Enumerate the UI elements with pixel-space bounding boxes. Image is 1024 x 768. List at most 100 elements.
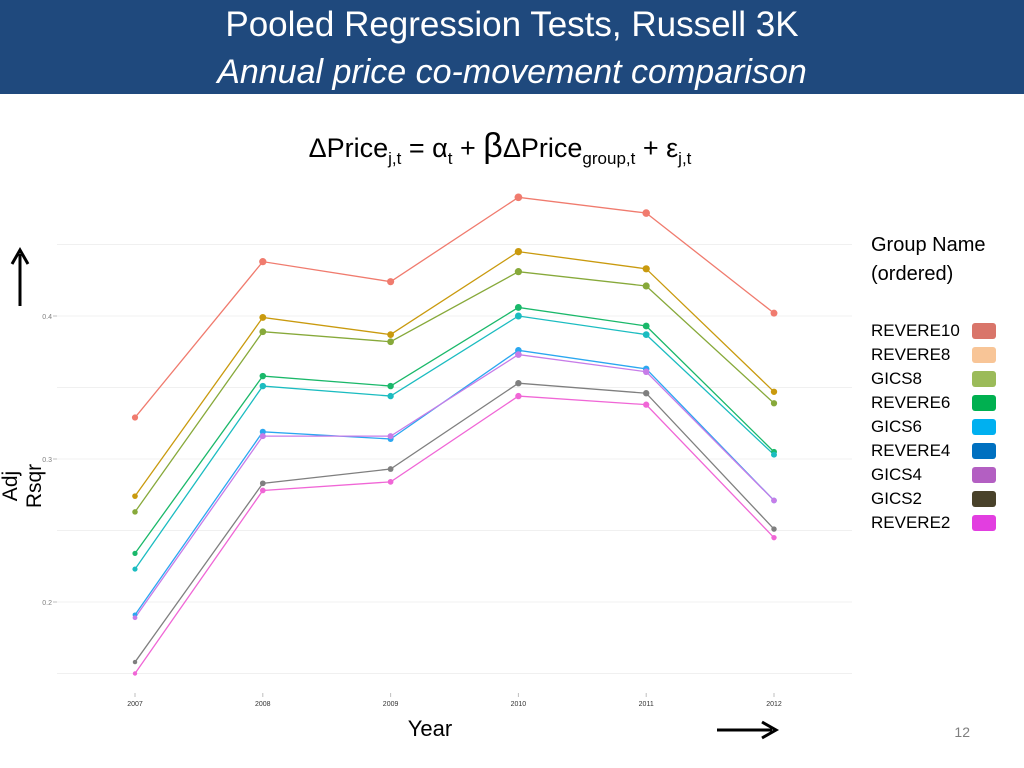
series-line: [134, 353, 775, 619]
data-point: [132, 550, 138, 556]
data-point: [771, 526, 777, 532]
legend-label: GICS2: [871, 489, 923, 508]
data-point: [259, 428, 266, 435]
data-point: [259, 258, 267, 266]
legend-item: REVERE8: [871, 344, 1001, 366]
data-point: [387, 479, 394, 485]
series-line: [134, 315, 775, 570]
data-point: [132, 509, 138, 515]
slide-title: Pooled Regression Tests, Russell 3K: [225, 5, 799, 44]
x-tick-label: 2012: [766, 701, 782, 708]
legend-swatch: [972, 467, 996, 483]
data-point: [514, 312, 522, 320]
legend-label: GICS8: [871, 369, 923, 388]
grid-lines: [57, 244, 852, 674]
legend-label: REVERE4: [871, 441, 951, 460]
data-point: [643, 401, 650, 408]
formula-equals-alpha: = α: [401, 133, 448, 163]
data-point: [259, 313, 267, 321]
formula-sub-t: t: [447, 149, 453, 168]
data-point: [259, 328, 267, 336]
data-point: [387, 338, 394, 346]
formula-sub-group: group,t: [582, 149, 636, 168]
x-tick-label: 2009: [383, 701, 399, 708]
legend-item: REVERE4: [871, 440, 1001, 462]
legend-swatch: [972, 371, 996, 387]
x-tick-label: 2007: [127, 701, 143, 708]
legend-swatch: [972, 347, 996, 363]
data-point: [642, 322, 650, 330]
y-tick-label: 0.2: [42, 600, 52, 607]
data-point: [514, 193, 523, 202]
data-point: [642, 282, 650, 290]
x-tick-label: 2011: [639, 701, 654, 708]
formula-sub-jt: j,t: [388, 149, 402, 168]
data-point: [387, 382, 394, 390]
series-lines: [131, 193, 778, 676]
legend-swatch: [972, 491, 996, 507]
slide-header: Pooled Regression Tests, Russell 3K Annu…: [0, 0, 1024, 94]
data-point: [131, 414, 139, 421]
legend-label: GICS4: [871, 465, 923, 484]
formula-delta-price: ΔPrice: [308, 133, 389, 163]
data-point: [132, 493, 138, 499]
data-point: [642, 331, 650, 338]
data-point: [771, 534, 777, 541]
data-point: [514, 247, 523, 256]
legend-title: Group Name: [871, 234, 986, 256]
legend-item: REVERE2: [871, 512, 1001, 534]
legend-subtitle: (ordered): [871, 263, 954, 285]
series-line: [134, 306, 775, 554]
series-line: [134, 395, 775, 674]
formula-beta: β: [483, 127, 503, 165]
page-number: 12: [954, 724, 970, 740]
data-point: [642, 368, 650, 376]
x-tick-label: 2008: [255, 701, 271, 708]
x-tick-label: 2010: [511, 701, 527, 708]
data-point: [387, 433, 394, 440]
data-point: [259, 487, 266, 494]
slide-subtitle: Annual price co-movement comparison: [217, 53, 807, 91]
data-point: [770, 309, 778, 317]
legend-swatch: [972, 443, 996, 459]
y-arrow-head: [10, 246, 30, 265]
data-point: [643, 390, 650, 397]
formula-plus: +: [452, 133, 484, 163]
series-line: [134, 271, 775, 513]
data-point: [515, 392, 522, 400]
data-point: [132, 566, 138, 572]
y-axis-label: Adj Rsqr: [0, 463, 46, 509]
legend-label: REVERE2: [871, 513, 951, 532]
y-tick-label: 0.3: [42, 457, 52, 464]
series-line: [134, 382, 775, 663]
data-point: [259, 382, 267, 390]
y-tick-label: 0.4: [42, 314, 52, 321]
legend-item: REVERE6: [871, 392, 1001, 414]
data-point: [132, 659, 138, 665]
series-line: [134, 196, 775, 418]
legend-swatch: [972, 395, 996, 411]
legend-label: REVERE8: [871, 345, 951, 364]
x-axis-label: Year: [407, 716, 453, 741]
formula-plus-epsilon: + ε: [635, 133, 679, 163]
data-point: [259, 372, 267, 380]
legend-item: GICS8: [871, 368, 1001, 390]
data-point: [387, 466, 394, 472]
data-point: [642, 265, 650, 273]
data-point: [771, 451, 777, 458]
legend-item: GICS6: [871, 416, 1001, 438]
legend-label: REVERE10: [871, 321, 960, 340]
data-point: [514, 268, 523, 276]
data-point: [259, 433, 266, 440]
axis-tick-labels: 0.2 0.3 0.4 2007 2008 2009 2010 2011 2012: [42, 314, 782, 708]
legend-item: GICS4: [871, 464, 1001, 486]
formula-sub-jt-2: j,t: [678, 149, 692, 168]
series-line: [134, 250, 775, 497]
legend-item: REVERE10: [871, 320, 1001, 342]
data-point: [132, 615, 138, 621]
data-point: [515, 380, 522, 387]
legend-label: REVERE6: [871, 393, 951, 412]
legend-swatch: [972, 419, 996, 435]
data-point: [515, 351, 522, 358]
data-point: [387, 278, 395, 286]
